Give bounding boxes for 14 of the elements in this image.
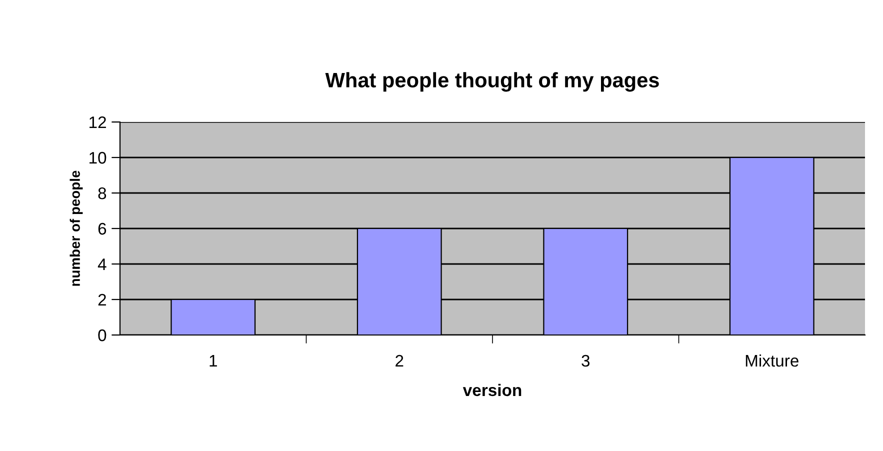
y-axis-title: number of people [70,170,83,286]
y-tick-label: 0 [98,329,106,342]
x-tick-label: 3 [582,354,590,367]
y-tick-label: 10 [90,152,106,164]
x-tick-label: 1 [210,355,217,367]
y-tick-label: 12 [90,116,106,128]
x-axis-title: version [462,384,522,396]
y-tick-label: 4 [98,258,106,270]
y-tick-label: 6 [98,222,106,235]
y-tick-label: 2 [98,294,106,306]
chart-title: What people thought of my pages [325,72,659,92]
x-tick-label: 2 [396,354,404,367]
x-tick-label: Mixture [746,354,798,367]
y-tick-label: 8 [98,187,106,200]
